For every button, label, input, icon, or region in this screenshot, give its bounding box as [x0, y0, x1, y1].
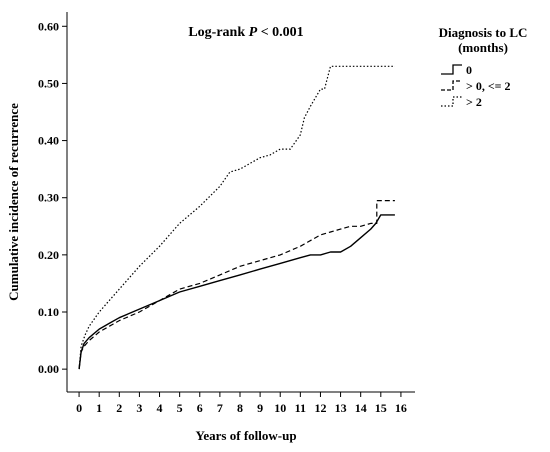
- x-tick-label: 14: [355, 401, 367, 415]
- logrank-annotation: Log-rank P < 0.001: [188, 25, 303, 40]
- x-tick-label: 11: [295, 401, 306, 415]
- x-axis-title: Years of follow-up: [195, 428, 296, 443]
- annotation-p: P: [249, 25, 258, 40]
- x-tick-label: 9: [257, 401, 263, 415]
- legend-label: > 0, <= 2: [466, 79, 511, 93]
- legend-swatch: [441, 64, 462, 75]
- x-tick-label: 16: [395, 401, 407, 415]
- legend-items: 0 > 0, <= 2 > 2: [441, 63, 511, 109]
- legend: Diagnosis to LC (months) 0 > 0, <= 2 > 2: [439, 25, 528, 109]
- legend-swatch: [441, 80, 462, 91]
- y-axis-ticks: 0.00 0.10 0.20 0.30 0.40 0.50 0.60: [38, 19, 67, 376]
- y-tick-label: 0.40: [38, 134, 59, 148]
- x-tick-label: 8: [237, 401, 243, 415]
- x-tick-label: 6: [197, 401, 203, 415]
- x-tick-label: 7: [217, 401, 223, 415]
- x-axis-ticks: 0 1 2 3 4 5 6 7 8 9 10 11 12 13 14 15 16: [76, 392, 407, 415]
- x-tick-label: 5: [177, 401, 183, 415]
- x-tick-label: 4: [157, 401, 163, 415]
- legend-label: 0: [466, 63, 472, 77]
- legend-label: > 2: [466, 95, 482, 109]
- x-tick-label: 3: [136, 401, 142, 415]
- y-tick-label: 0.50: [38, 76, 59, 90]
- x-tick-label: 13: [335, 401, 347, 415]
- annotation-suffix: < 0.001: [257, 25, 303, 40]
- x-tick-label: 15: [375, 401, 387, 415]
- series-line-1: [78, 214, 395, 370]
- legend-item: > 0, <= 2: [441, 79, 511, 93]
- x-tick-label: 12: [314, 401, 326, 415]
- series-line-3: [78, 65, 395, 370]
- y-tick-label: 0.60: [38, 19, 59, 33]
- x-tick-label: 1: [96, 401, 102, 415]
- y-tick-label: 0.30: [38, 191, 59, 205]
- annotation-prefix: Log-rank: [188, 25, 248, 40]
- series-line-2: [78, 200, 395, 370]
- y-axis-title: Cumulative incidence of recurrence: [6, 103, 21, 301]
- legend-item: 0: [441, 63, 472, 77]
- legend-title-line-1: Diagnosis to LC: [439, 25, 528, 40]
- series-layer: [78, 65, 395, 370]
- legend-title-line-2: (months): [458, 40, 508, 55]
- y-tick-label: 0.10: [38, 305, 59, 319]
- legend-swatch: [441, 96, 462, 107]
- legend-item: > 2: [441, 95, 482, 109]
- x-tick-label: 10: [274, 401, 286, 415]
- x-tick-label: 2: [116, 401, 122, 415]
- x-tick-label: 0: [76, 401, 82, 415]
- y-tick-label: 0.20: [38, 248, 59, 262]
- y-tick-label: 0.00: [38, 362, 59, 376]
